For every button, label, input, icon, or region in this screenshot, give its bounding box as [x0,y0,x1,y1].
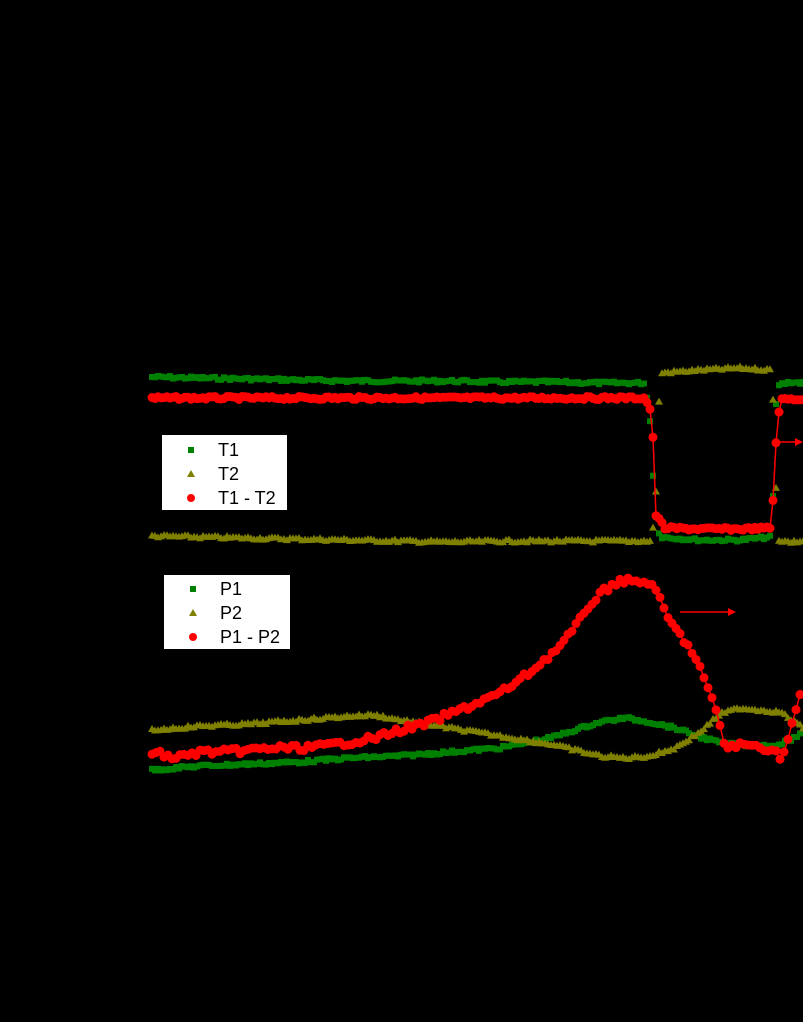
arrow-right-icon [680,608,736,616]
legend-top: T1 T2 T1 - T2 [161,434,288,511]
panel-bottom-pressure [147,573,803,774]
circle-marker-icon [186,493,196,503]
legend-label: P1 [220,579,243,599]
arrow-right-icon [776,438,803,446]
panel-top-temperature [147,362,803,546]
circle-marker-icon [188,632,198,642]
triangle-marker-icon [186,469,196,479]
series-t2 [148,362,803,546]
legend-label: T2 [218,464,240,484]
square-marker-icon [186,445,196,455]
legend-bottom: P1 P2 P1 - P2 [163,574,291,650]
series-t1-t2 [147,392,803,535]
series-p2 [148,704,803,762]
legend-label: P2 [220,603,243,623]
series-p1 [149,714,803,774]
legend-label: T1 - T2 [218,488,276,508]
series-p1-p2 [147,573,803,764]
legend-label: T1 [218,440,240,460]
square-marker-icon [188,584,198,594]
triangle-marker-icon [188,608,198,618]
series-t1 [149,372,803,545]
legend-label: P1 - P2 [220,627,281,647]
